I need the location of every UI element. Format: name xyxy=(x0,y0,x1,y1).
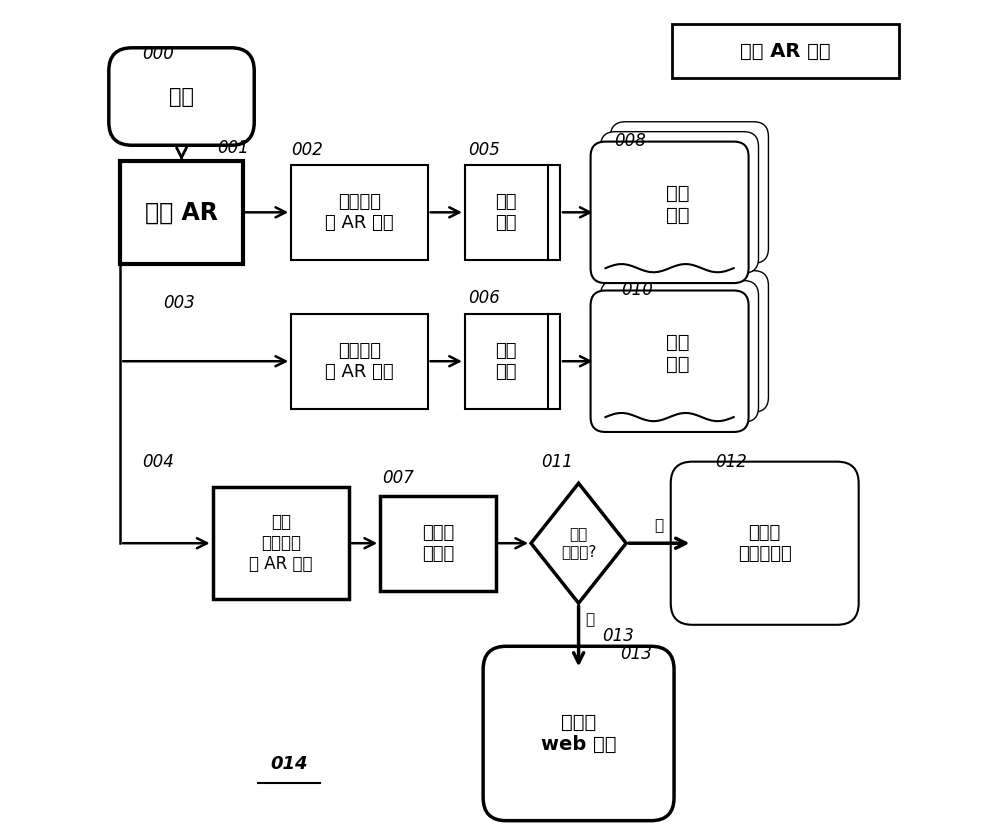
Text: 使用云
编辑器: 使用云 编辑器 xyxy=(422,524,454,563)
Text: 006: 006 xyxy=(469,290,500,307)
Text: 发布到
web 格式: 发布到 web 格式 xyxy=(541,713,616,754)
Text: 010: 010 xyxy=(622,281,653,299)
Text: 创建
自由形式
的 AR 事件: 创建 自由形式 的 AR 事件 xyxy=(249,514,313,573)
Bar xyxy=(291,314,428,409)
Text: 012: 012 xyxy=(715,453,747,471)
Text: 创建 AR 流程: 创建 AR 流程 xyxy=(740,42,831,61)
Text: 否: 否 xyxy=(585,613,594,627)
FancyBboxPatch shape xyxy=(483,647,674,821)
Text: 013: 013 xyxy=(602,627,634,645)
Bar xyxy=(672,24,899,78)
Text: 003: 003 xyxy=(163,294,195,311)
Text: 000: 000 xyxy=(143,46,175,63)
Text: 选择
类型: 选择 类型 xyxy=(495,193,516,232)
Text: 001: 001 xyxy=(217,139,249,157)
Text: 007: 007 xyxy=(382,469,414,487)
FancyBboxPatch shape xyxy=(610,271,768,413)
Bar xyxy=(380,496,496,591)
Text: 013: 013 xyxy=(620,645,652,663)
Text: 创建复杂
的 AR 事件: 创建复杂 的 AR 事件 xyxy=(325,342,394,381)
FancyBboxPatch shape xyxy=(591,290,749,432)
Text: 开始: 开始 xyxy=(169,86,194,106)
Text: 是: 是 xyxy=(655,518,664,534)
FancyBboxPatch shape xyxy=(591,142,749,283)
Polygon shape xyxy=(531,483,626,603)
FancyBboxPatch shape xyxy=(601,281,759,422)
Bar xyxy=(291,165,428,260)
Bar xyxy=(120,161,243,264)
Text: 创建
流程: 创建 流程 xyxy=(666,183,690,225)
Text: 014: 014 xyxy=(270,755,308,774)
Bar xyxy=(213,487,349,599)
Text: 发布到
应用存储器: 发布到 应用存储器 xyxy=(738,524,792,563)
Text: 基于
应用的?: 基于 应用的? xyxy=(561,527,596,559)
Text: 创建简单
的 AR 事件: 创建简单 的 AR 事件 xyxy=(325,193,394,232)
FancyBboxPatch shape xyxy=(610,122,768,263)
Bar xyxy=(465,165,560,260)
Text: 选择
类型: 选择 类型 xyxy=(495,342,516,381)
Text: 005: 005 xyxy=(469,140,500,159)
Text: 011: 011 xyxy=(541,453,573,471)
Text: 创建 AR: 创建 AR xyxy=(145,200,218,224)
Text: 004: 004 xyxy=(143,453,175,471)
Text: 002: 002 xyxy=(292,140,323,159)
FancyBboxPatch shape xyxy=(601,132,759,273)
Text: 008: 008 xyxy=(614,132,646,150)
FancyBboxPatch shape xyxy=(109,48,254,145)
Bar xyxy=(465,314,560,409)
Text: 创建
流程: 创建 流程 xyxy=(666,333,690,374)
FancyBboxPatch shape xyxy=(671,461,859,625)
